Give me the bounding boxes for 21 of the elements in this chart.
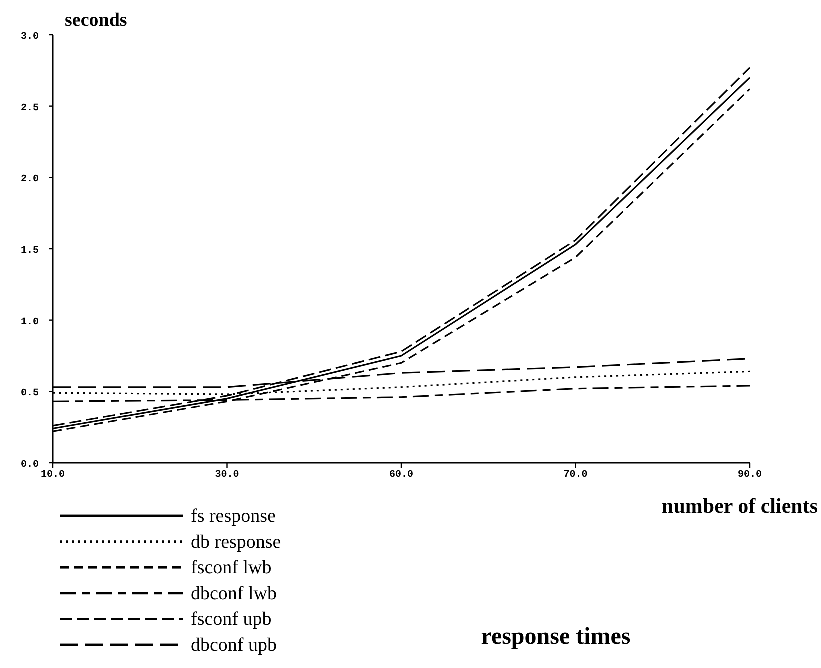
y-tick-label: 1.5 [20, 246, 39, 257]
y-tick-label: 2.5 [20, 103, 39, 114]
x-tick-label: 70.0 [564, 470, 588, 481]
y-tick-label: 1.0 [20, 317, 39, 328]
legend-label: fsconf upb [191, 609, 272, 630]
y-tick-label: 0.5 [20, 388, 39, 400]
x-tick-label: 10.0 [40, 470, 66, 481]
x-tick-label: 30.0 [215, 470, 240, 481]
y-tick-label: 3.0 [20, 32, 39, 43]
text: response times [481, 624, 631, 650]
x-tick-label: 60.0 [389, 470, 414, 481]
x-tick-label: 90.0 [738, 470, 762, 481]
legend-label: dbconf upb [191, 635, 278, 656]
y-tick-label: 0.0 [20, 460, 39, 471]
legend-label: db response [191, 532, 282, 553]
x-axis-title: number of clients [662, 494, 818, 518]
legend-label: dbconf lwb [191, 583, 278, 604]
y-axis-title: seconds [65, 10, 128, 31]
legend-label: fs response [191, 506, 276, 527]
y-tick-label: 2.0 [20, 174, 39, 186]
legend-label: fsconf lwb [191, 558, 272, 579]
